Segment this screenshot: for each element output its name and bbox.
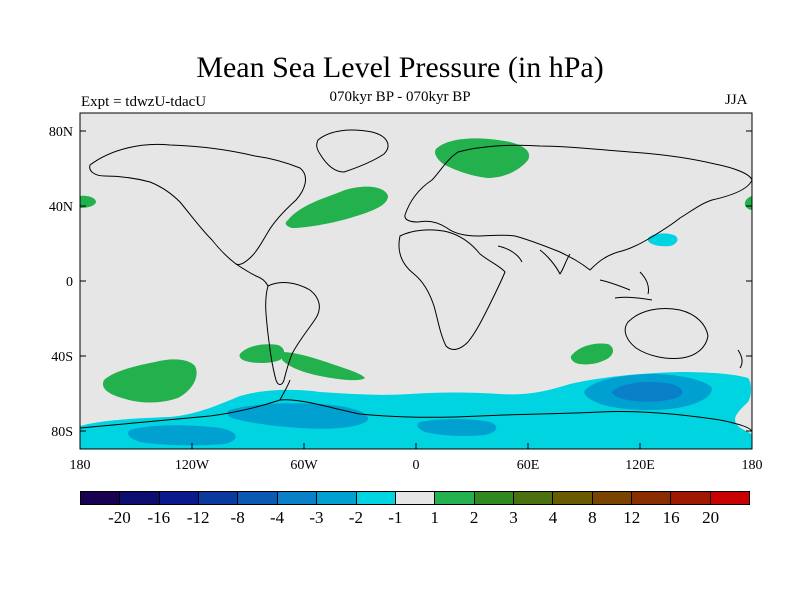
lon-tick-label: 120E	[625, 458, 655, 473]
coastline-greenland	[316, 129, 389, 173]
lon-tick-label: 60W	[290, 458, 318, 473]
colorbar-label: -20	[108, 508, 131, 527]
colorbar-label: -3	[309, 508, 324, 527]
colorbar-swatch	[671, 492, 711, 504]
season-label: JJA	[725, 92, 748, 108]
anomaly-southern-indian-ocean	[570, 343, 614, 365]
anomaly-north-pacific-west-edge	[80, 195, 96, 208]
anomaly-south-america-west	[239, 344, 285, 363]
coastlines	[79, 129, 753, 433]
colorbar-swatch	[120, 492, 160, 504]
map-subtitle: 070kyr BP - 070kyr BP	[329, 89, 471, 105]
colorbar-swatch	[277, 492, 318, 504]
colorbar	[80, 491, 750, 505]
coastline-maritime-continent	[599, 271, 653, 301]
colorbar-swatch	[632, 492, 672, 504]
colorbar-swatch	[710, 492, 750, 504]
lat-tick-label: 40S	[51, 350, 73, 365]
colorbar-swatch	[356, 492, 396, 504]
colorbar-label: -2	[348, 508, 363, 527]
colorbar-label: -8	[230, 508, 245, 527]
colorbar-label: 8	[588, 508, 597, 527]
anomaly-southern-ocean-pacific-deep-2	[128, 425, 236, 446]
lon-tick-label: 60E	[517, 458, 540, 473]
lon-tick-label: 120W	[175, 458, 210, 473]
coastline-africa	[398, 229, 506, 350]
latitude-axis	[80, 130, 752, 432]
coastline-new-zealand	[737, 349, 743, 369]
anomaly-southern-ocean	[80, 372, 752, 449]
page-title: Mean Sea Level Pressure (in hPa)	[196, 51, 604, 84]
lat-tick-label: 80N	[49, 125, 73, 140]
colorbar-swatch	[238, 492, 278, 504]
colorbar-swatch	[513, 492, 554, 504]
colorbar-label: 12	[623, 508, 641, 527]
colorbar-swatch	[317, 492, 357, 504]
colorbar-label: 1	[430, 508, 439, 527]
negative-anomaly-layer	[80, 233, 752, 449]
colorbar-swatch	[435, 492, 475, 504]
anomaly-western-pacific	[648, 233, 678, 247]
anomaly-southern-ocean-atlantic-deep	[417, 419, 497, 436]
anomaly-south-america-east	[282, 352, 365, 381]
coastline-north-america	[89, 143, 306, 265]
lon-tick-label: 180	[70, 458, 91, 473]
coastline-south-asia	[497, 245, 571, 275]
colorbar-label: 3	[509, 508, 518, 527]
colorbar-swatch	[592, 492, 633, 504]
colorbar-label: -1	[388, 508, 403, 527]
colorbar-label: -4	[269, 508, 285, 527]
colorbar-label: 20	[702, 508, 720, 527]
anomaly-southern-ocean-deep-core	[612, 382, 683, 402]
colorbar-label: -12	[186, 508, 210, 527]
anomaly-arctic-scandinavia	[434, 138, 530, 178]
coastline-central-america	[235, 263, 269, 287]
colorbar-swatch	[395, 492, 436, 504]
colorbar-swatch	[81, 492, 121, 504]
anomaly-southern-ocean-pacific-deep	[227, 403, 369, 429]
colorbar-swatch	[159, 492, 200, 504]
lon-tick-label: 0	[413, 458, 420, 473]
positive-anomaly-layer	[80, 138, 752, 403]
colorbar-label: 4	[548, 508, 558, 527]
coastline-australia	[624, 308, 709, 359]
longitude-axis	[191, 443, 641, 449]
colorbar-label: -16	[147, 508, 171, 527]
anomaly-south-pacific	[102, 359, 197, 403]
colorbar-swatch	[474, 492, 514, 504]
coastline-antarctic-peninsula	[279, 379, 291, 401]
lat-tick-label: 80S	[51, 425, 73, 440]
colorbar-label: 16	[662, 508, 680, 527]
experiment-label: Expt = tdwzU-tdacU	[81, 94, 207, 110]
lat-tick-label: 40N	[49, 200, 73, 215]
colorbar-label: 2	[469, 508, 479, 527]
colorbar-swatch	[199, 492, 239, 504]
colorbar-swatch	[553, 492, 593, 504]
coastline-south-america	[265, 282, 320, 385]
coastline-eurasia	[404, 144, 753, 271]
lat-tick-label: 0	[66, 275, 73, 290]
coastline-antarctica	[79, 399, 753, 433]
anomaly-north-atlantic	[285, 186, 388, 228]
lon-tick-label: 180	[742, 458, 763, 473]
